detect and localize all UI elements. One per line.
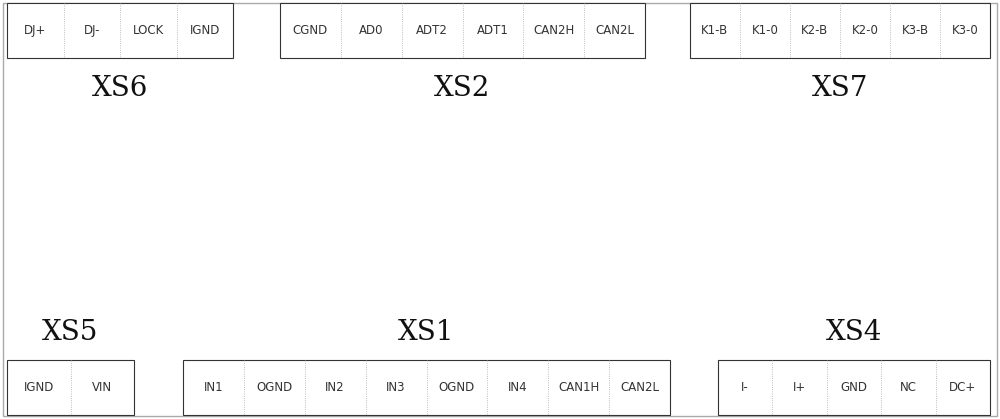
Text: IGND: IGND [24, 381, 54, 394]
Bar [7, 3, 233, 58]
Text: XS7: XS7 [812, 75, 868, 101]
Text: AD0: AD0 [359, 24, 384, 37]
Text: K2-B: K2-B [801, 24, 829, 37]
Text: K3-B: K3-B [901, 24, 929, 37]
Text: IGND: IGND [190, 24, 220, 37]
Text: VIN: VIN [92, 381, 112, 394]
Text: XS5: XS5 [42, 318, 99, 346]
Text: IN1: IN1 [204, 381, 223, 394]
Text: NC: NC [900, 381, 917, 394]
Text: ADT2: ADT2 [416, 24, 448, 37]
Text: CAN2L: CAN2L [620, 381, 659, 394]
Text: CAN2H: CAN2H [533, 24, 574, 37]
Text: K3-0: K3-0 [952, 24, 978, 37]
Text: CAN1H: CAN1H [558, 381, 599, 394]
Bar [280, 3, 645, 58]
Text: DC+: DC+ [949, 381, 976, 394]
Text: XS1: XS1 [398, 318, 455, 346]
Bar [183, 360, 670, 415]
Text: IN2: IN2 [325, 381, 345, 394]
Text: I-: I- [741, 381, 749, 394]
Text: ADT1: ADT1 [477, 24, 509, 37]
Text: IN4: IN4 [508, 381, 528, 394]
Text: CAN2L: CAN2L [595, 24, 634, 37]
Text: OGND: OGND [439, 381, 475, 394]
Text: GND: GND [840, 381, 868, 394]
Text: DJ+: DJ+ [24, 24, 46, 37]
Text: OGND: OGND [256, 381, 292, 394]
Text: K1-B: K1-B [701, 24, 729, 37]
Text: LOCK: LOCK [133, 24, 164, 37]
Text: IN3: IN3 [386, 381, 406, 394]
Text: I+: I+ [793, 381, 806, 394]
Text: K2-0: K2-0 [852, 24, 878, 37]
Text: XS4: XS4 [826, 318, 882, 346]
Text: CGND: CGND [293, 24, 328, 37]
Bar [718, 360, 990, 415]
Text: XS6: XS6 [92, 75, 148, 101]
Bar [7, 360, 134, 415]
Text: XS2: XS2 [434, 75, 491, 101]
Text: K1-0: K1-0 [752, 24, 778, 37]
Bar [690, 3, 990, 58]
Text: DJ-: DJ- [84, 24, 100, 37]
